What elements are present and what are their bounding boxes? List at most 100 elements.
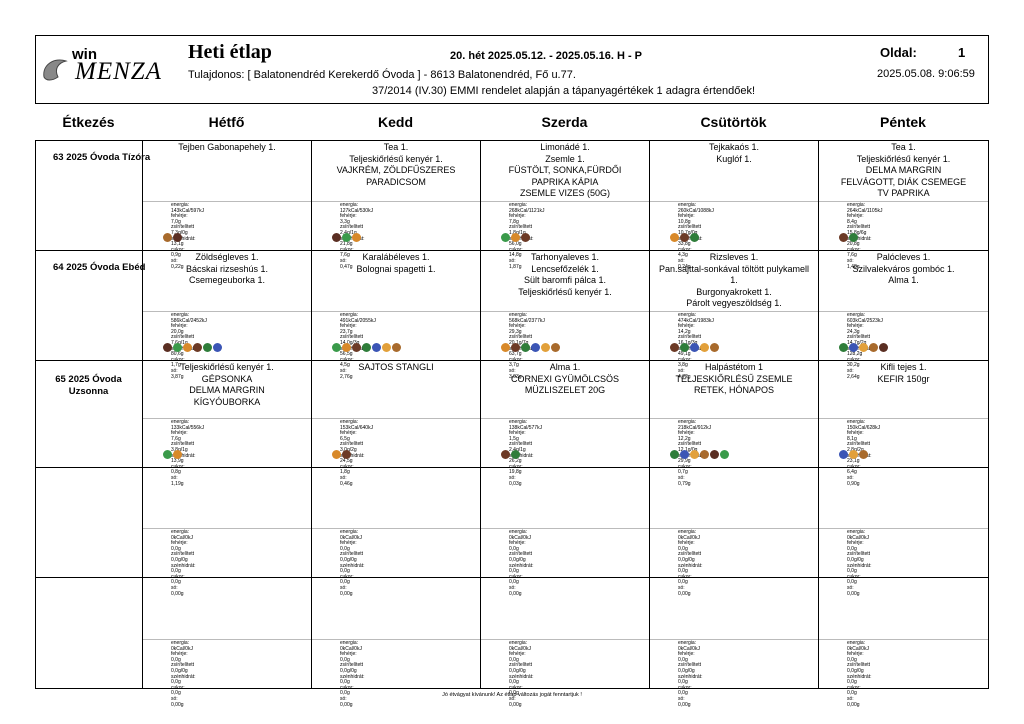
nutrition-label: energia: bbox=[678, 529, 697, 535]
menu-item: Tejben Gabonapehely 1. bbox=[178, 142, 276, 152]
menu-cell: Tejben Gabonapehely 1. energia: 143kCal/59… bbox=[142, 140, 312, 269]
nutrition-value: 4,72g bbox=[678, 373, 691, 380]
menu-item: PARADICSOM bbox=[366, 176, 426, 187]
nutrition-label: energia: bbox=[509, 202, 528, 208]
nutrition-value: 29,3g bbox=[509, 328, 522, 335]
allergen-icon bbox=[332, 450, 341, 459]
nutrition-value: 0kCal/0kJ bbox=[509, 645, 531, 652]
allergen-icons bbox=[332, 229, 362, 242]
allergen-icon bbox=[690, 450, 699, 459]
nutrition-label: energia: bbox=[509, 419, 528, 425]
nutrition-value: 0,0g bbox=[509, 568, 519, 575]
nutrition-value: 1,87g bbox=[509, 263, 522, 270]
nutrition-label: zsír/telített bbox=[509, 334, 533, 341]
separator bbox=[650, 528, 818, 529]
nutrition-label: zsír/telített bbox=[847, 551, 871, 558]
nutrition-value: 16,1g/3g bbox=[678, 339, 698, 346]
allergen-icon bbox=[203, 343, 212, 352]
nutrition-value: 20,1g/7g bbox=[509, 339, 529, 346]
nutrition-value: 19,8g bbox=[509, 469, 522, 476]
nutrition: energia: 153kCal/640kJ fehérje: 6,5g zsír/te… bbox=[340, 419, 456, 486]
nutrition-value: 0kCal/0kJ bbox=[847, 534, 869, 541]
nutrition-label: fehérje: bbox=[171, 323, 188, 330]
nutrition-label: cukor: bbox=[509, 684, 523, 691]
nutrition-label: energia: bbox=[340, 419, 359, 425]
separator bbox=[481, 311, 649, 312]
nutrition-value: 2,4g/1g bbox=[340, 230, 456, 237]
nutrition-value: 1,8g/1g bbox=[509, 230, 625, 237]
nutrition-value: 0,0g bbox=[171, 545, 181, 552]
nutrition-label: cukor: bbox=[340, 463, 354, 470]
nutrition-value: 33,8g bbox=[678, 241, 691, 248]
nutrition-label: zsír/telített bbox=[509, 224, 533, 231]
separator bbox=[481, 639, 649, 640]
menu-cell: energia: 0kCal/0kJ fehérje: 0,0g zsír/telíte… bbox=[480, 577, 650, 707]
week: 20. hét 2025.05.12. - 2025.05.16. H - P bbox=[450, 50, 643, 62]
nutrition-value: 0,0g bbox=[678, 679, 688, 686]
nutrition-value: 0,0g/0g bbox=[678, 556, 695, 563]
allergen-icons bbox=[670, 446, 730, 459]
nutrition-label: só: bbox=[340, 367, 347, 374]
nutrition-label: só: bbox=[678, 474, 685, 481]
nutrition-value: 568kCal/2377kJ bbox=[509, 317, 545, 324]
nutrition-value: 0,0g bbox=[847, 679, 857, 686]
nutrition-label: zsír/telített bbox=[678, 441, 702, 448]
nutrition-label: fehérje: bbox=[171, 540, 188, 547]
menu-item: Sült baromfi pálca 1. bbox=[523, 275, 607, 285]
nutrition: energia: 260kCal/1088kJ fehérje: 10,8g zsír/… bbox=[678, 202, 794, 269]
nutrition-label: energia: bbox=[847, 529, 866, 535]
menu-item: Palócleves 1. bbox=[876, 252, 931, 262]
allergen-icon bbox=[342, 450, 351, 459]
nutrition-value: 0,0g bbox=[340, 579, 350, 586]
nutrition-value: 2,64g bbox=[847, 373, 860, 380]
nutrition-label: fehérje: bbox=[509, 323, 526, 330]
page-label: Oldal: bbox=[880, 45, 917, 60]
nutrition-label: cukor: bbox=[678, 356, 692, 363]
menu-items: Teljeskiőrlésű kenyér 1. GÉPSONKA DELMA MA… bbox=[143, 362, 311, 408]
nutrition: energia: 0kCal/0kJ fehérje: 0,0g zsír/telíte… bbox=[678, 640, 794, 707]
nutrition-value: 0,7g bbox=[678, 469, 688, 476]
nutrition-value: 13,1g bbox=[171, 241, 184, 248]
nutrition-value: 7,3g/0g bbox=[171, 230, 287, 237]
nutrition: energia: 491kCal/2055kJ fehérje: 23,7g zsír/… bbox=[340, 312, 456, 379]
nutrition-label: só: bbox=[171, 257, 178, 264]
allergen-icon bbox=[859, 450, 868, 459]
nutrition-value: 56,0g bbox=[509, 241, 522, 248]
menu-item: Tejkakaós 1. bbox=[708, 142, 760, 152]
menu-item: Tea 1. bbox=[383, 142, 409, 152]
nutrition-value: 56,5g bbox=[340, 351, 353, 358]
logo-win: win bbox=[72, 46, 97, 63]
menu-item: Párolt vegyeszöldség 1. bbox=[686, 298, 782, 308]
nutrition-label: energia: bbox=[340, 312, 359, 318]
column-header: Kedd bbox=[378, 114, 413, 130]
separator bbox=[312, 528, 480, 529]
allergen-icon bbox=[382, 343, 391, 352]
nutrition-label: cukor: bbox=[171, 573, 185, 580]
nutrition-value: 474kCal/1983kJ bbox=[678, 317, 714, 324]
nutrition-label: zsír/telített bbox=[509, 441, 533, 448]
nutrition-label: zsír/telített bbox=[847, 334, 871, 341]
menu-item: RETEK, HÓNAPOS bbox=[693, 385, 774, 395]
nutrition-label: só: bbox=[340, 474, 347, 481]
allergen-icon bbox=[839, 343, 848, 352]
menu-item: FÜSTÖLT, SONKA,FÜRDŐI bbox=[508, 165, 622, 175]
nutrition-value: 0,00g bbox=[509, 701, 522, 708]
nutrition-label: fehérje: bbox=[171, 213, 188, 220]
nutrition-label: cukor: bbox=[171, 684, 185, 691]
allergen-icon bbox=[372, 343, 381, 352]
nutrition-label: só: bbox=[678, 695, 685, 702]
separator bbox=[143, 639, 311, 640]
nutrition-label: szénhidrát: bbox=[171, 235, 196, 242]
nutrition-label: szénhidrát: bbox=[509, 452, 534, 459]
nutrition-label: fehérje: bbox=[509, 430, 526, 437]
nutrition-value: 491kCal/2055kJ bbox=[340, 317, 376, 324]
menu-item: TV PAPRIKA bbox=[877, 188, 930, 198]
allergen-icon bbox=[849, 450, 858, 459]
menu-item: Csemegeuborka 1. bbox=[188, 275, 266, 285]
menu-item: Tarhonyaleves 1. bbox=[530, 252, 600, 262]
nutrition-value: 6,4g bbox=[847, 469, 857, 476]
nutrition-value: 12,1g/0g bbox=[678, 446, 698, 453]
nutrition-label: fehérje: bbox=[678, 323, 695, 330]
nutrition-label: cukor: bbox=[678, 684, 692, 691]
